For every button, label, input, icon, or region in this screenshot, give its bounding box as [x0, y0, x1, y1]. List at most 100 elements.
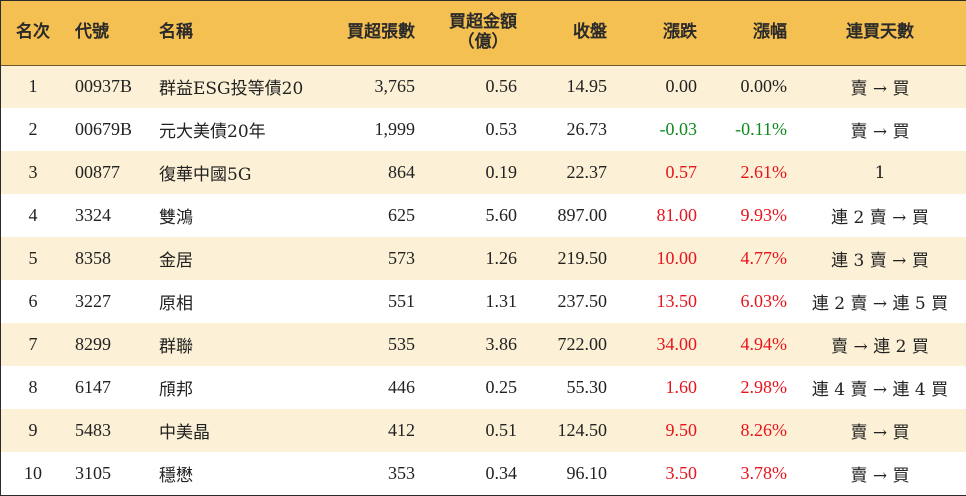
header-net-buy-amount[interactable]: 買超金額 （億）	[421, 1, 523, 66]
cell-rank: 7	[28, 334, 38, 354]
table-row[interactable]: 8 6147 頎邦 446 0.25 55.30 1.60 2.98% 連 4 賣 → 連 4 …	[1, 366, 966, 409]
cell-code: 00937B	[75, 76, 133, 97]
cell-consecutive-days: 連 2 賣 → 買	[831, 208, 929, 228]
header-close[interactable]: 收盤	[523, 1, 613, 66]
cell-net-buy-amount: 5.60	[485, 205, 518, 225]
cell-consecutive-days: 賣 → 連 2 買	[831, 337, 929, 357]
table-row[interactable]: 4 3324 雙鴻 625 5.60 897.00 81.00 9.93% 連 2 賣 → 買	[1, 194, 966, 237]
cell-name: 金居	[159, 251, 193, 271]
header-change-pct[interactable]: 漲幅	[703, 1, 793, 66]
table-body: 1 00937B 群益ESG投等債20 3,765 0.56 14.95 0.00 0.00%…	[1, 65, 966, 495]
table-row[interactable]: 6 3227 原相 551 1.31 237.50 13.50 6.03% 連 2 賣 → 連 …	[1, 280, 966, 323]
header-rank[interactable]: 名次	[1, 1, 65, 66]
cell-net-buy-amount: 0.53	[485, 119, 518, 139]
cell-name: 雙鴻	[159, 208, 193, 228]
cell-net-buy-lots: 551	[388, 291, 415, 311]
cell-net-buy-amount: 0.51	[485, 420, 518, 440]
cell-net-buy-lots: 412	[388, 420, 415, 440]
cell-name: 中美晶	[159, 423, 210, 443]
cell-name: 元大美債20年	[159, 122, 266, 142]
cell-change: 1.60	[665, 377, 698, 397]
cell-net-buy-amount: 0.19	[485, 162, 518, 182]
cell-close: 22.37	[566, 162, 608, 182]
cell-net-buy-lots: 864	[388, 162, 415, 182]
header-net-buy-amount-line1: 買超金額	[449, 12, 517, 33]
table-row[interactable]: 5 8358 金居 573 1.26 219.50 10.00 4.77% 連 3 賣 → 買	[1, 237, 966, 280]
cell-name: 群益ESG投等債20	[159, 79, 304, 100]
cell-close: 14.95	[566, 76, 608, 97]
cell-change: 34.00	[656, 334, 698, 354]
cell-rank: 1	[28, 76, 38, 97]
cell-rank: 9	[28, 420, 38, 440]
cell-close: 897.00	[557, 205, 608, 225]
cell-code: 8299	[75, 334, 111, 354]
cell-change-pct: 0.00%	[740, 76, 788, 97]
cell-change: 0.57	[665, 162, 698, 182]
table-row[interactable]: 1 00937B 群益ESG投等債20 3,765 0.56 14.95 0.00 0.00%…	[1, 65, 966, 108]
cell-name: 復華中國5G	[159, 165, 252, 185]
cell-close: 219.50	[557, 248, 608, 268]
cell-close: 722.00	[557, 334, 608, 354]
cell-change: 10.00	[656, 248, 698, 268]
cell-code: 6147	[75, 377, 111, 397]
table-row[interactable]: 10 3105 穩懋 353 0.34 96.10 3.50 3.78% 賣 → 買	[1, 452, 966, 495]
cell-close: 96.10	[566, 463, 608, 483]
cell-change-pct: 4.77%	[740, 248, 788, 268]
cell-code: 00679B	[75, 119, 133, 139]
header-row: 名次 代號 名稱 買超張數 買超金額 （億） 收盤 漲跌 漲幅 連買天數	[1, 1, 966, 66]
table-row[interactable]: 3 00877 復華中國5G 864 0.19 22.37 0.57 2.61% 1	[1, 151, 966, 194]
header-change[interactable]: 漲跌	[613, 1, 703, 66]
cell-consecutive-days: 1	[874, 162, 886, 183]
cell-change-pct: 9.93%	[740, 205, 788, 225]
cell-net-buy-amount: 0.34	[485, 463, 518, 483]
table-row[interactable]: 9 5483 中美晶 412 0.51 124.50 9.50 8.26% 賣 → 買	[1, 409, 966, 452]
cell-code: 3324	[75, 205, 111, 225]
cell-consecutive-days: 連 3 賣 → 買	[831, 251, 929, 271]
table-row[interactable]: 7 8299 群聯 535 3.86 722.00 34.00 4.94% 賣 → 連 2 買	[1, 323, 966, 366]
cell-close: 124.50	[557, 420, 608, 440]
cell-close: 26.73	[566, 119, 608, 139]
cell-change-pct: 3.78%	[740, 463, 788, 483]
cell-rank: 8	[28, 377, 38, 397]
cell-close: 237.50	[557, 291, 608, 311]
cell-net-buy-lots: 1,999	[374, 119, 416, 139]
header-net-buy-amount-label: 買超金額 （億）	[449, 13, 517, 52]
cell-code: 3105	[75, 463, 111, 483]
cell-rank: 6	[28, 291, 38, 311]
header-net-buy-amount-line2: （億）	[457, 31, 509, 52]
cell-change-pct: 2.98%	[740, 377, 788, 397]
cell-net-buy-lots: 3,765	[374, 76, 416, 97]
header-code[interactable]: 代號	[65, 1, 149, 66]
cell-rank: 10	[24, 463, 42, 483]
header-consecutive-days[interactable]: 連買天數	[793, 1, 966, 66]
cell-consecutive-days: 連 2 賣 → 連 5 買	[811, 294, 949, 314]
cell-change-pct: 6.03%	[740, 291, 788, 311]
cell-consecutive-days: 賣 → 買	[850, 79, 910, 100]
cell-rank: 4	[28, 205, 38, 225]
cell-rank: 5	[28, 248, 38, 268]
cell-change: 3.50	[665, 463, 698, 483]
cell-consecutive-days: 賣 → 買	[850, 466, 910, 486]
cell-code: 00877	[75, 162, 120, 182]
table-row[interactable]: 2 00679B 元大美債20年 1,999 0.53 26.73 -0.03 -0.11% 賣…	[1, 108, 966, 151]
cell-name: 原相	[159, 294, 193, 314]
cell-rank: 3	[28, 162, 38, 182]
cell-name: 穩懋	[159, 466, 193, 486]
header-net-buy-lots[interactable]: 買超張數	[329, 1, 421, 66]
cell-code: 8358	[75, 248, 111, 268]
cell-net-buy-amount: 1.31	[485, 291, 518, 311]
cell-rank: 2	[28, 119, 38, 139]
cell-net-buy-lots: 353	[388, 463, 415, 483]
cell-change-pct: 2.61%	[740, 162, 788, 182]
header-name[interactable]: 名稱	[149, 1, 329, 66]
cell-net-buy-amount: 0.56	[485, 76, 518, 97]
cell-net-buy-amount: 0.25	[485, 377, 518, 397]
cell-net-buy-lots: 625	[388, 205, 415, 225]
cell-net-buy-amount: 3.86	[485, 334, 518, 354]
cell-net-buy-amount: 1.26	[485, 248, 518, 268]
cell-change-pct: -0.11%	[735, 119, 787, 139]
cell-close: 55.30	[566, 377, 608, 397]
cell-change: 13.50	[656, 291, 698, 311]
